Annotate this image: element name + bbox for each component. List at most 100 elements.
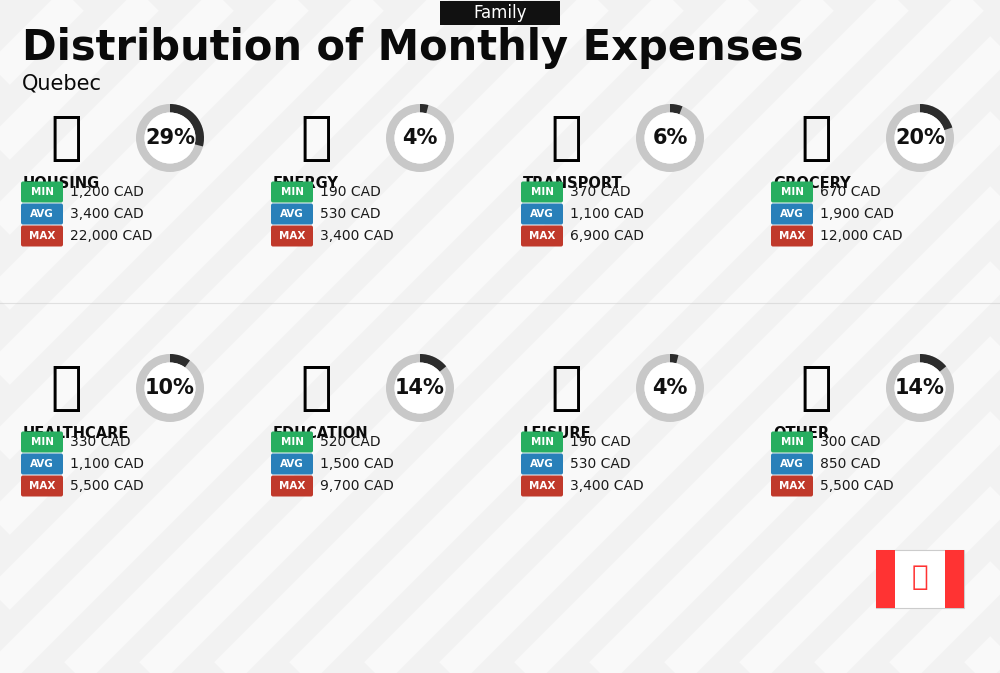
Text: AVG: AVG (530, 209, 554, 219)
Wedge shape (420, 354, 446, 371)
Circle shape (394, 112, 446, 164)
Text: 14%: 14% (895, 378, 945, 398)
FancyBboxPatch shape (440, 1, 560, 25)
Text: AVG: AVG (30, 459, 54, 469)
Text: AVG: AVG (780, 459, 804, 469)
Text: 12,000 CAD: 12,000 CAD (820, 229, 903, 243)
FancyBboxPatch shape (771, 203, 813, 225)
Circle shape (895, 112, 946, 164)
Text: 520 CAD: 520 CAD (320, 435, 381, 449)
FancyBboxPatch shape (21, 431, 63, 452)
Wedge shape (170, 354, 190, 367)
FancyBboxPatch shape (521, 476, 563, 497)
Text: 300 CAD: 300 CAD (820, 435, 881, 449)
Text: GROCERY: GROCERY (773, 176, 851, 191)
FancyBboxPatch shape (271, 454, 313, 474)
Text: 29%: 29% (145, 128, 195, 148)
Text: MAX: MAX (279, 481, 305, 491)
Text: 14%: 14% (395, 378, 445, 398)
Text: 1,100 CAD: 1,100 CAD (570, 207, 644, 221)
Text: AVG: AVG (280, 459, 304, 469)
FancyBboxPatch shape (271, 431, 313, 452)
FancyBboxPatch shape (945, 550, 964, 608)
FancyBboxPatch shape (876, 550, 895, 608)
Text: 850 CAD: 850 CAD (820, 457, 881, 471)
Text: 6,900 CAD: 6,900 CAD (570, 229, 644, 243)
FancyBboxPatch shape (271, 203, 313, 225)
Text: 190 CAD: 190 CAD (320, 185, 381, 199)
Text: 1,200 CAD: 1,200 CAD (70, 185, 144, 199)
Text: MIN: MIN (280, 187, 304, 197)
Text: 530 CAD: 530 CAD (570, 457, 631, 471)
FancyBboxPatch shape (876, 550, 964, 608)
FancyBboxPatch shape (271, 225, 313, 246)
Wedge shape (386, 104, 454, 172)
Text: MAX: MAX (529, 481, 555, 491)
Wedge shape (670, 104, 683, 114)
Text: 3,400 CAD: 3,400 CAD (320, 229, 394, 243)
Text: MIN: MIN (780, 437, 804, 447)
FancyBboxPatch shape (771, 454, 813, 474)
Wedge shape (136, 104, 204, 172)
Wedge shape (886, 104, 954, 172)
Text: 9,700 CAD: 9,700 CAD (320, 479, 394, 493)
Text: AVG: AVG (530, 459, 554, 469)
Text: HEALTHCARE: HEALTHCARE (23, 426, 129, 441)
Text: MAX: MAX (779, 231, 805, 241)
Text: 5,500 CAD: 5,500 CAD (70, 479, 144, 493)
Circle shape (144, 112, 196, 164)
FancyBboxPatch shape (521, 225, 563, 246)
Text: AVG: AVG (780, 209, 804, 219)
Wedge shape (636, 104, 704, 172)
Text: 🎓: 🎓 (300, 362, 332, 414)
Text: MIN: MIN (30, 437, 54, 447)
Text: HOUSING: HOUSING (23, 176, 100, 191)
FancyBboxPatch shape (771, 431, 813, 452)
Text: MIN: MIN (780, 187, 804, 197)
Text: 🏢: 🏢 (50, 112, 82, 164)
Circle shape (644, 363, 696, 413)
Wedge shape (886, 354, 954, 422)
Text: 4%: 4% (652, 378, 688, 398)
FancyBboxPatch shape (771, 476, 813, 497)
FancyBboxPatch shape (771, 182, 813, 203)
Circle shape (895, 363, 946, 413)
Text: ENERGY: ENERGY (273, 176, 339, 191)
Text: 670 CAD: 670 CAD (820, 185, 881, 199)
Text: MAX: MAX (29, 231, 55, 241)
FancyBboxPatch shape (21, 203, 63, 225)
Text: 💰: 💰 (800, 362, 832, 414)
Text: MAX: MAX (529, 231, 555, 241)
Text: MIN: MIN (280, 437, 304, 447)
Text: 22,000 CAD: 22,000 CAD (70, 229, 152, 243)
Text: MAX: MAX (279, 231, 305, 241)
FancyBboxPatch shape (521, 431, 563, 452)
Text: 5,500 CAD: 5,500 CAD (820, 479, 894, 493)
Text: Quebec: Quebec (22, 73, 102, 93)
Text: AVG: AVG (280, 209, 304, 219)
Text: MIN: MIN (30, 187, 54, 197)
FancyBboxPatch shape (521, 454, 563, 474)
Wedge shape (420, 104, 428, 113)
Wedge shape (670, 354, 678, 363)
Wedge shape (920, 104, 952, 130)
Text: 🍁: 🍁 (912, 563, 928, 591)
Wedge shape (636, 354, 704, 422)
Text: 10%: 10% (145, 378, 195, 398)
Text: 🛒: 🛒 (800, 112, 832, 164)
Text: TRANSPORT: TRANSPORT (523, 176, 623, 191)
FancyBboxPatch shape (271, 182, 313, 203)
FancyBboxPatch shape (271, 476, 313, 497)
FancyBboxPatch shape (521, 203, 563, 225)
Text: 1,100 CAD: 1,100 CAD (70, 457, 144, 471)
Text: MAX: MAX (779, 481, 805, 491)
Text: EDUCATION: EDUCATION (273, 426, 369, 441)
Text: Distribution of Monthly Expenses: Distribution of Monthly Expenses (22, 27, 804, 69)
Text: Family: Family (473, 4, 527, 22)
Text: MIN: MIN (530, 187, 554, 197)
Text: 3,400 CAD: 3,400 CAD (570, 479, 644, 493)
Text: 530 CAD: 530 CAD (320, 207, 381, 221)
Text: 6%: 6% (652, 128, 688, 148)
Text: 🚌: 🚌 (550, 112, 582, 164)
Text: MAX: MAX (29, 481, 55, 491)
